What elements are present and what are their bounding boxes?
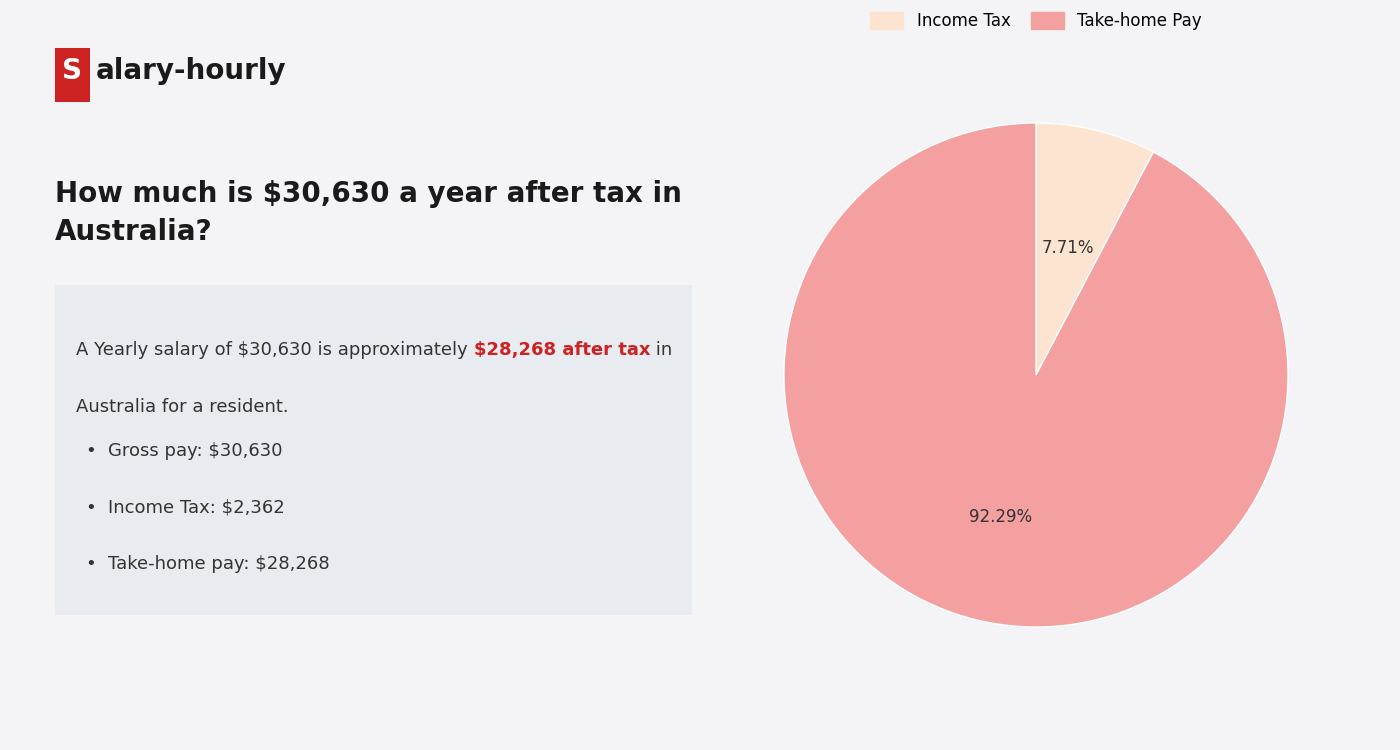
Text: S: S (62, 57, 83, 85)
Text: $28,268 after tax: $28,268 after tax (475, 341, 651, 359)
Text: Income Tax: $2,362: Income Tax: $2,362 (108, 499, 284, 517)
Text: •: • (85, 499, 97, 517)
Text: •: • (85, 442, 97, 460)
Text: Take-home pay: $28,268: Take-home pay: $28,268 (108, 555, 329, 573)
Text: Australia for a resident.: Australia for a resident. (77, 398, 288, 416)
FancyBboxPatch shape (55, 285, 692, 615)
Text: Gross pay: $30,630: Gross pay: $30,630 (108, 442, 283, 460)
Wedge shape (1036, 123, 1154, 375)
Text: alary-hourly: alary-hourly (95, 57, 286, 85)
Legend: Income Tax, Take-home Pay: Income Tax, Take-home Pay (864, 5, 1208, 37)
FancyBboxPatch shape (55, 48, 90, 102)
Text: in: in (651, 341, 672, 359)
Text: A Yearly salary of $30,630 is approximately: A Yearly salary of $30,630 is approximat… (77, 341, 475, 359)
Text: •: • (85, 555, 97, 573)
Text: 92.29%: 92.29% (969, 508, 1033, 526)
Wedge shape (784, 123, 1288, 627)
Text: How much is $30,630 a year after tax in
Australia?: How much is $30,630 a year after tax in … (55, 180, 682, 246)
Text: 7.71%: 7.71% (1042, 238, 1093, 256)
